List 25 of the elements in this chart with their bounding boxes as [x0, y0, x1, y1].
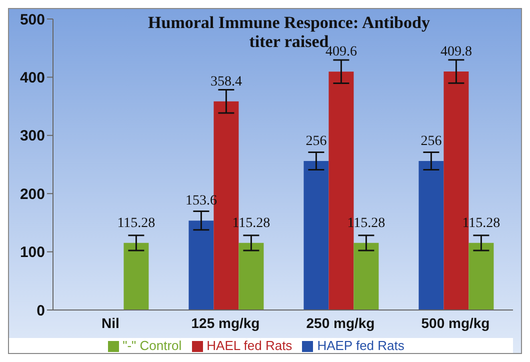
y-tick-label: 100	[20, 244, 45, 262]
x-tick-label: 250 mg/kg	[306, 314, 375, 331]
bar	[238, 242, 264, 310]
y-tick-label: 500	[20, 11, 45, 28]
bar	[468, 242, 494, 310]
legend-label: HAEP fed Rats	[317, 338, 404, 353]
data-label: 409.8	[440, 44, 472, 60]
data-label: 115.28	[117, 216, 156, 231]
data-label: 256	[420, 134, 442, 150]
y-tick-label: 300	[20, 128, 45, 145]
data-label: 358.4	[210, 74, 242, 90]
legend-label: HAEL fed Rats	[206, 338, 292, 353]
x-tick-label: Nil	[102, 314, 120, 331]
data-label: 256	[306, 134, 327, 150]
y-tick-label: 200	[20, 186, 45, 203]
y-tick-label: 0	[36, 302, 45, 320]
bar	[124, 242, 149, 310]
x-tick-label: 500 mg/kg	[421, 314, 490, 331]
bar	[418, 161, 444, 310]
bar	[354, 242, 379, 310]
bar	[188, 220, 214, 310]
legend-label: "-" Control	[122, 338, 182, 353]
y-tick-label: 400	[20, 70, 45, 87]
bar	[304, 161, 329, 310]
x-tick-label: 125 mg/kg	[191, 314, 260, 331]
